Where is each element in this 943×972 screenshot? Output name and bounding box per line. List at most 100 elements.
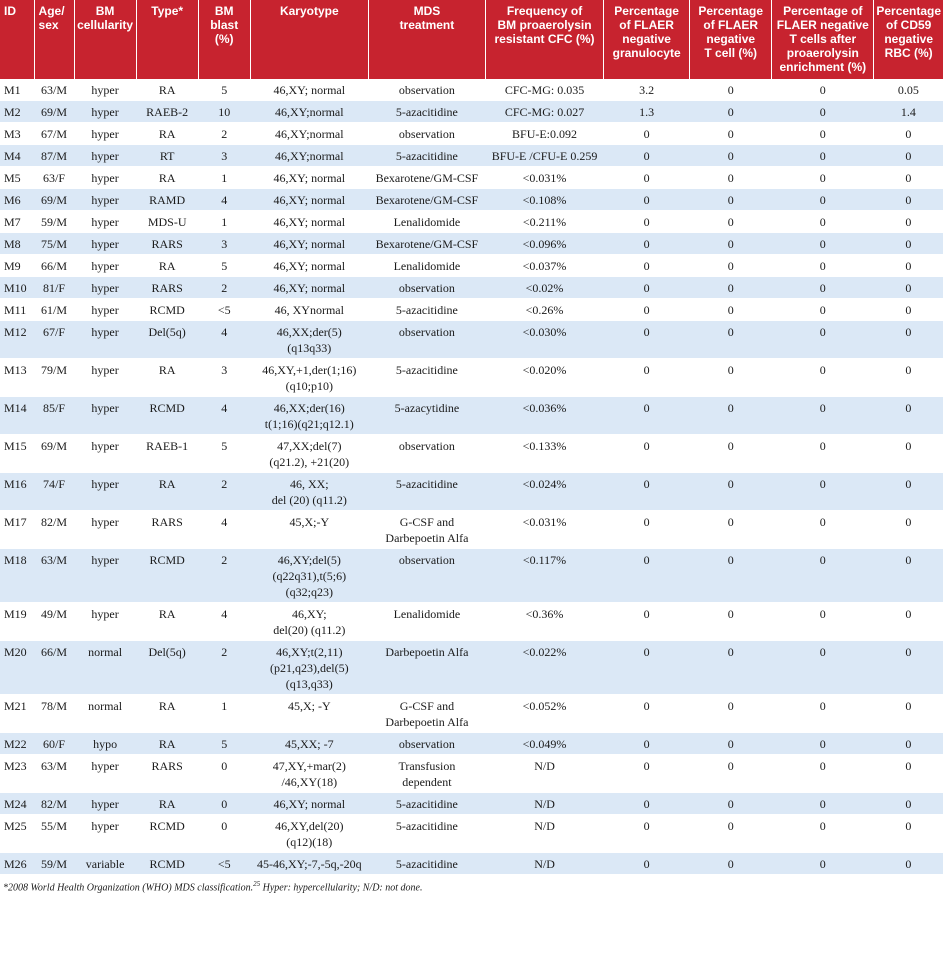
table-cell: 0 (771, 434, 874, 473)
table-cell: 0 (689, 210, 772, 233)
table-row: M19 49/M hyper RA 4 46,XY; del(20) (q11.2) Len… (0, 602, 943, 641)
table-cell: <0.117% (485, 548, 604, 603)
table-cell: RA (136, 122, 199, 145)
table-cell: 4 (198, 396, 251, 435)
table-cell: 0 (689, 254, 772, 277)
table-cell: 0 (603, 510, 690, 549)
column-header: Percentage of FLAER negative granulocyte (603, 0, 691, 79)
table-cell: Lenalidomide (368, 254, 486, 277)
table-cell: hyper (74, 358, 137, 397)
table-cell: 0 (873, 472, 943, 511)
table-cell: 0 (873, 122, 943, 145)
table-cell: hyper (74, 122, 137, 145)
table-cell: 46, XX; del (20) (q11.2) (250, 472, 369, 511)
table-cell: 85/F (34, 396, 75, 435)
table-cell: 82/M (34, 510, 75, 549)
table-cell: Lenalidomide (368, 602, 486, 641)
table-cell: 0 (603, 122, 690, 145)
table-cell: M6 (0, 188, 35, 211)
table-cell: 46,XY,del(20) (q12)(18) (250, 814, 369, 853)
table-cell: N/D (485, 814, 604, 853)
table-cell: 5-azacitidine (368, 472, 486, 511)
header-row: ID Age/ sex BM cellularity Type* BM blast (%… (0, 0, 943, 79)
table-cell: M22 (0, 732, 35, 755)
table-cell: 5-azacitidine (368, 852, 486, 875)
table-cell: M14 (0, 396, 35, 435)
table-cell: 0 (603, 210, 690, 233)
table-cell: 45,X; -Y (250, 694, 369, 733)
table-cell: 0 (771, 694, 874, 733)
table-cell: M23 (0, 754, 35, 793)
table-cell: M7 (0, 210, 35, 233)
table-cell: 0 (771, 358, 874, 397)
table-cell: M2 (0, 100, 35, 123)
table-cell: 1.3 (603, 100, 690, 123)
table-cell: 0 (603, 232, 690, 255)
table-cell: RA (136, 79, 199, 101)
table-cell: 0 (771, 754, 874, 793)
table-row: M22 60/F hypo RA 5 45,XX; -7 observation <0.049… (0, 732, 943, 755)
table-cell: 49/M (34, 602, 75, 641)
table-cell: 59/M (34, 210, 75, 233)
table-cell: 4 (198, 188, 251, 211)
table-cell: M5 (0, 166, 35, 189)
table-cell: Transfusion dependent (368, 754, 486, 793)
table-cell: 46,XY; normal (250, 792, 369, 815)
table-cell: <0.108% (485, 188, 604, 211)
table-row: M21 78/M normal RA 1 45,X; -Y G-CSF and Darbep… (0, 694, 943, 733)
table-cell: 0 (689, 79, 772, 101)
table-row: M15 69/M hyper RAEB-1 5 47,XX;del(7) (q21.2),… (0, 434, 943, 473)
table-cell: 47,XY,+mar(2) /46,XY(18) (250, 754, 369, 793)
table-cell: 0 (689, 396, 772, 435)
table-cell: 46,XY,+1,der(1;16) (q10;p10) (250, 358, 369, 397)
table-cell: 0 (689, 232, 772, 255)
table-cell: 0 (603, 396, 690, 435)
table-cell: G-CSF and Darbepoetin Alfa (368, 694, 486, 733)
table-cell: 0 (873, 434, 943, 473)
table-cell: 0 (603, 188, 690, 211)
table-cell: 45,X;-Y (250, 510, 369, 549)
table-cell: 0 (603, 144, 690, 167)
table-cell: 0 (689, 358, 772, 397)
table-cell: Del(5q) (136, 320, 199, 359)
table-cell: 46,XY; normal (250, 276, 369, 299)
table-cell: 2 (198, 122, 251, 145)
table-cell: 0 (689, 100, 772, 123)
column-header: Karyotype (250, 0, 369, 79)
table-row: M9 66/M hyper RA 5 46,XY; normal Lenalidomide <… (0, 254, 943, 277)
table-cell: RARS (136, 232, 199, 255)
table-cell: N/D (485, 792, 604, 815)
table-cell: 3 (198, 232, 251, 255)
table-cell: M16 (0, 472, 35, 511)
table-cell: 61/M (34, 298, 75, 321)
table-cell: Bexarotene/GM-CSF (368, 232, 486, 255)
table-cell: BFU-E:0.092 (485, 122, 604, 145)
table-cell: 4 (198, 510, 251, 549)
table-row: M6 69/M hyper RAMD 4 46,XY; normal Bexarotene/… (0, 188, 943, 211)
table-cell: <0.024% (485, 472, 604, 511)
table-row: M8 75/M hyper RARS 3 46,XY; normal Bexarotene/… (0, 232, 943, 255)
table-cell: <0.26% (485, 298, 604, 321)
table-cell: 46,XY; normal (250, 79, 369, 101)
table-cell: M18 (0, 548, 35, 603)
table-row: M2 69/M hyper RAEB-2 10 46,XY;normal 5-azaciti… (0, 100, 943, 123)
table-cell: 0 (771, 166, 874, 189)
table-cell: RCMD (136, 852, 199, 875)
table-cell: 0 (771, 144, 874, 167)
table-cell: 46,XY; normal (250, 166, 369, 189)
table-row: M13 79/M hyper RA 3 46,XY,+1,der(1;16) (q10;p… (0, 358, 943, 397)
table-cell: M15 (0, 434, 35, 473)
table-cell: 0 (771, 188, 874, 211)
table-cell: 0 (603, 254, 690, 277)
table-cell: hyper (74, 792, 137, 815)
table-cell: 55/M (34, 814, 75, 853)
table-cell: Darbepoetin Alfa (368, 640, 486, 695)
table-cell: 0 (873, 548, 943, 603)
table-cell: RARS (136, 754, 199, 793)
footnote-ref: 25 (253, 880, 261, 888)
table-row: M17 82/M hyper RARS 4 45,X;-Y G-CSF and Darbep… (0, 510, 943, 549)
table-cell: variable (74, 852, 137, 875)
table-row: M4 87/M hyper RT 3 46,XY;normal 5-azacitidine B… (0, 144, 943, 167)
table-cell: 66/M (34, 254, 75, 277)
table-cell: 69/M (34, 100, 75, 123)
